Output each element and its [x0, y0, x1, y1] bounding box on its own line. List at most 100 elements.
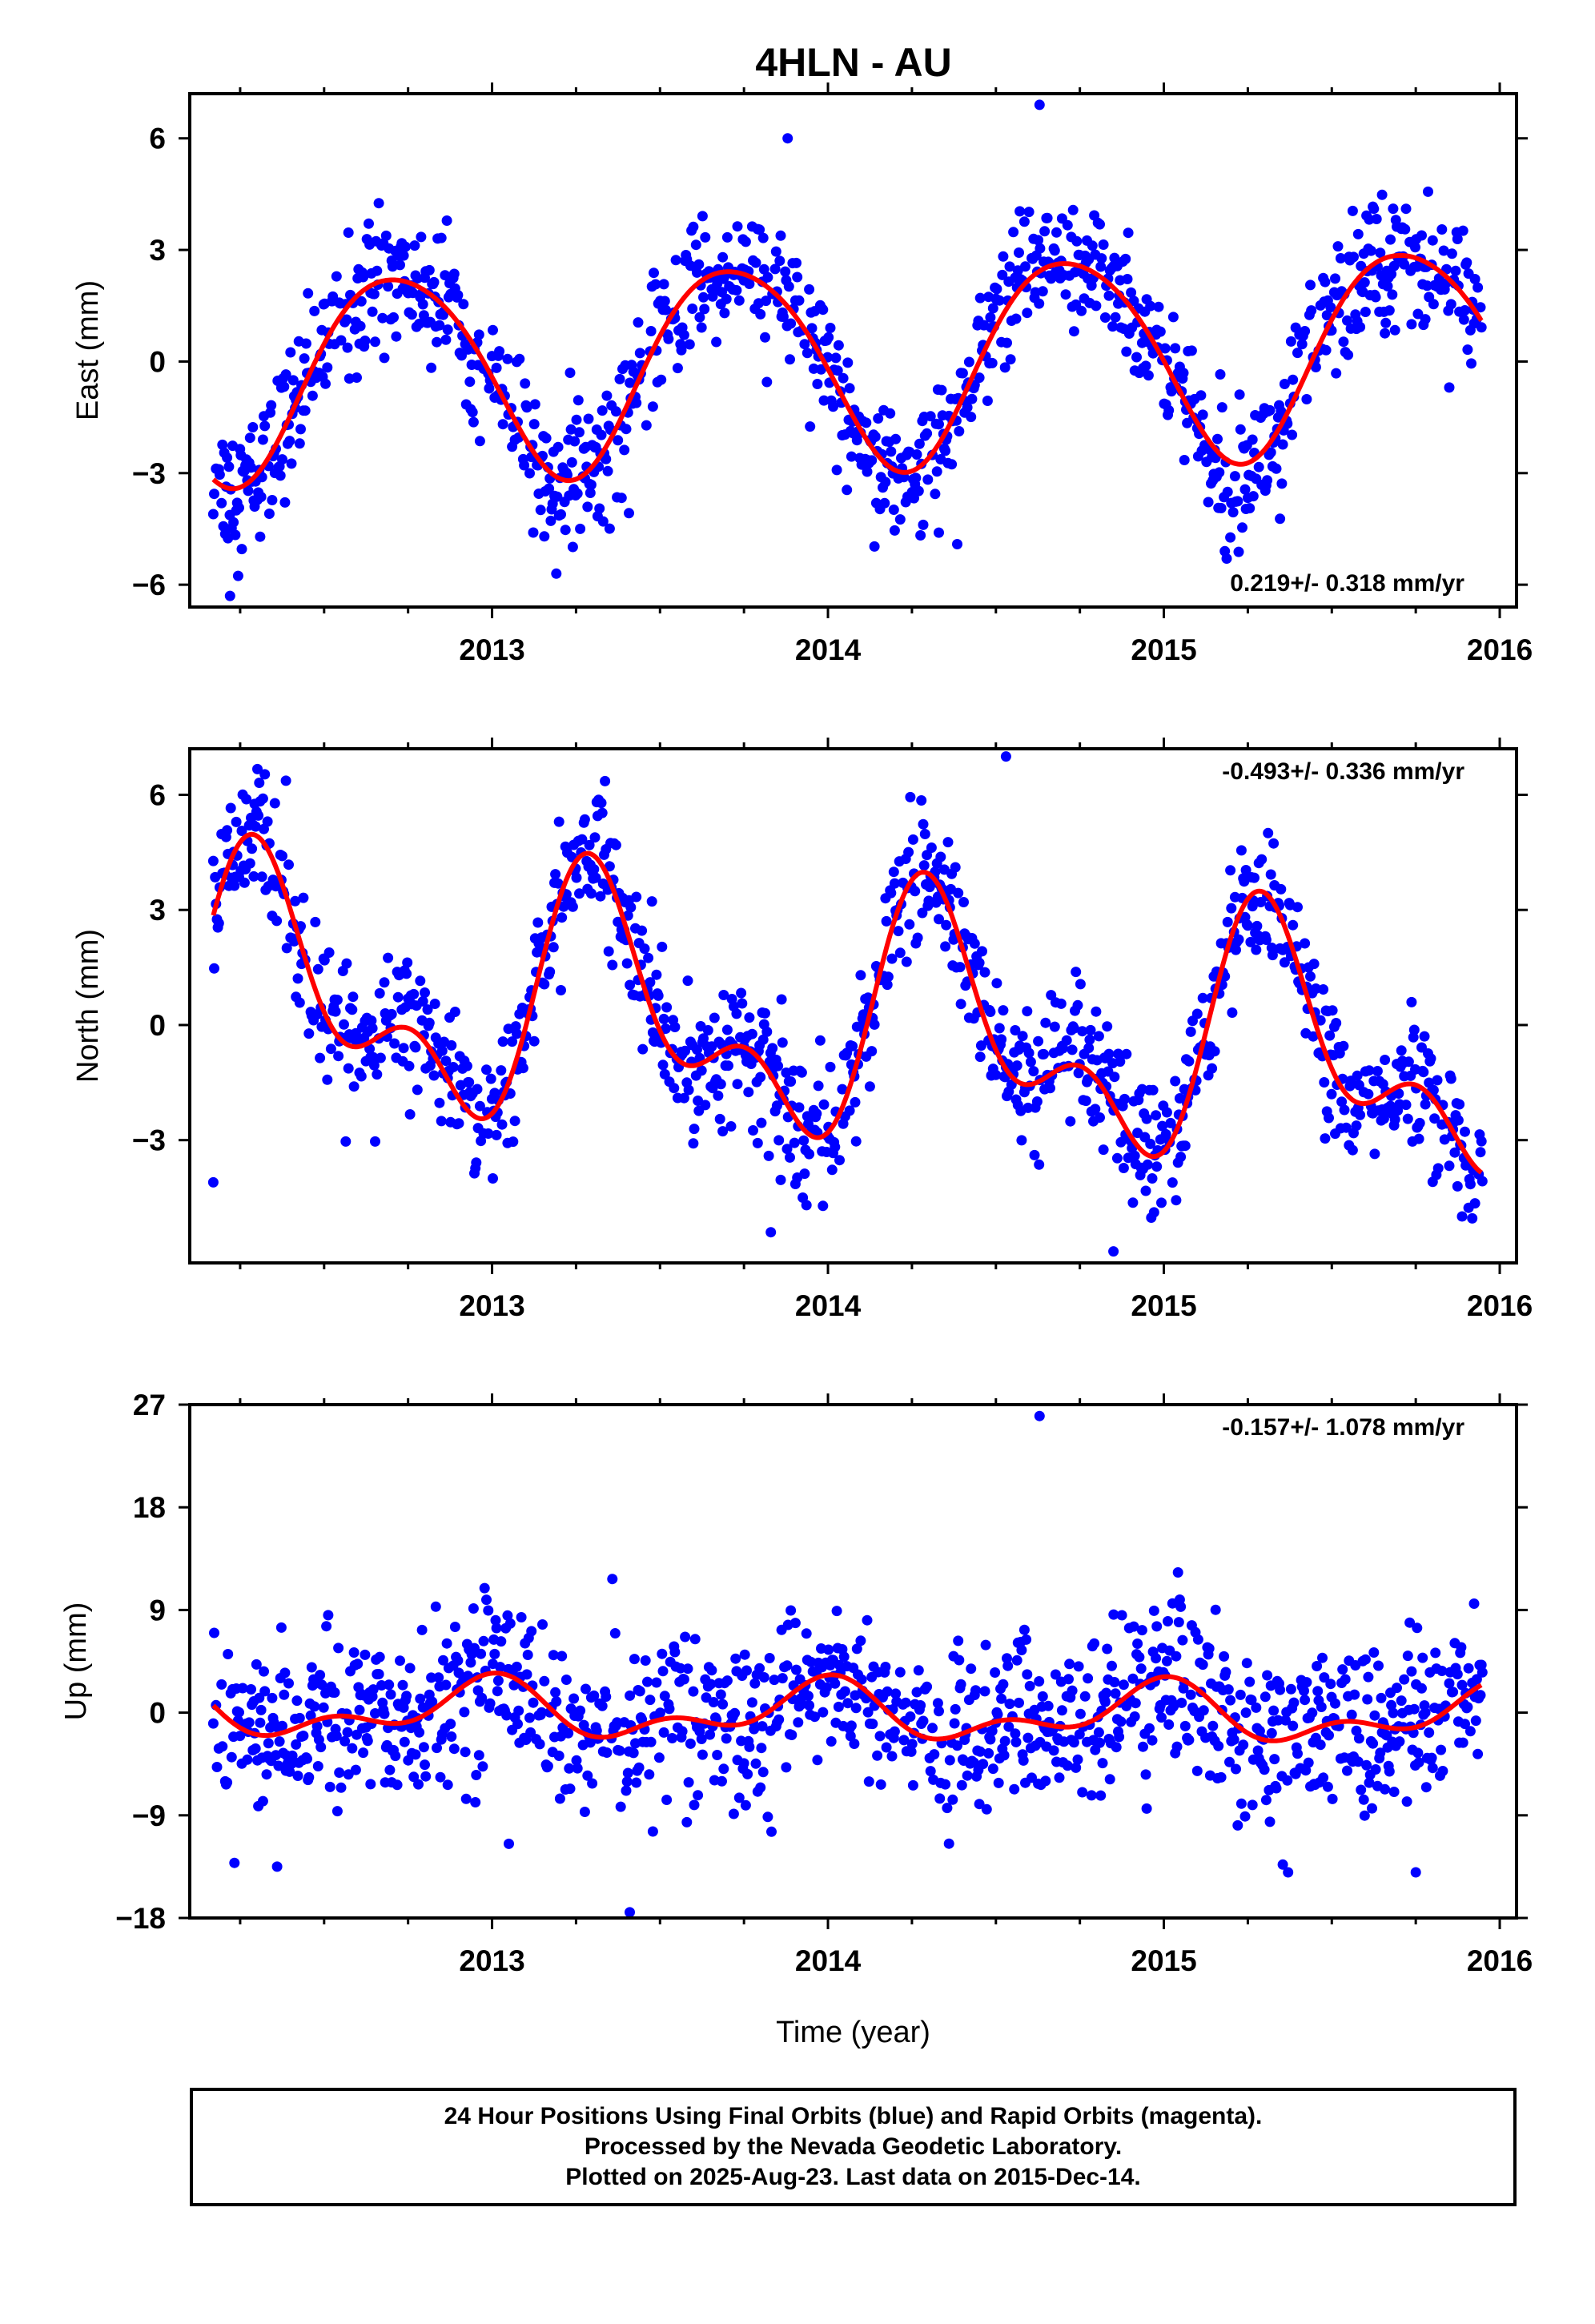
data-point: [497, 419, 508, 430]
data-point: [963, 356, 974, 368]
data-point: [1071, 235, 1083, 247]
data-point: [744, 1012, 755, 1023]
data-point: [631, 1777, 642, 1788]
data-point: [553, 1751, 564, 1761]
data-point: [489, 1648, 500, 1659]
data-point: [785, 1152, 795, 1163]
data-point: [1108, 1246, 1119, 1257]
data-point: [1073, 1661, 1084, 1672]
data-point: [946, 459, 958, 470]
data-point: [279, 381, 290, 392]
y-tick-label: 9: [149, 1594, 166, 1626]
data-point: [1452, 1180, 1463, 1192]
data-point: [1360, 307, 1371, 317]
data-point: [1238, 1739, 1249, 1751]
data-point: [645, 1736, 657, 1747]
data-point: [492, 1686, 503, 1697]
data-point: [243, 1717, 255, 1728]
data-point: [236, 544, 247, 555]
data-point: [866, 455, 878, 466]
data-point: [659, 296, 670, 307]
data-point: [429, 999, 440, 1009]
data-point: [987, 303, 998, 314]
data-point: [386, 1008, 397, 1019]
data-point: [1446, 248, 1457, 259]
data-point: [404, 1663, 416, 1674]
data-point: [1023, 1047, 1035, 1059]
north-frame: [188, 747, 1518, 1265]
data-point: [485, 1073, 496, 1084]
data-point: [913, 485, 924, 497]
data-point: [367, 1023, 378, 1034]
data-point: [1232, 496, 1243, 507]
data-point: [483, 1605, 494, 1616]
data-point: [1223, 1684, 1234, 1695]
data-point: [1233, 934, 1244, 945]
data-point: [1300, 1695, 1311, 1706]
data-point: [886, 887, 897, 899]
data-point: [1475, 1690, 1486, 1701]
data-point: [637, 1043, 649, 1055]
data-point: [1004, 1699, 1015, 1710]
data-point: [436, 1045, 448, 1056]
data-point: [614, 373, 625, 384]
data-point: [696, 1734, 707, 1744]
data-point: [1432, 1163, 1444, 1174]
data-point: [299, 405, 311, 416]
data-point: [375, 1052, 386, 1063]
data-point: [1414, 1117, 1425, 1128]
data-point: [1392, 1683, 1402, 1694]
data-point: [1089, 1638, 1100, 1649]
data-point: [544, 967, 556, 977]
data-point: [1145, 1138, 1156, 1149]
data-point: [633, 1762, 645, 1773]
data-point: [424, 1017, 435, 1028]
data-point: [708, 1697, 719, 1707]
data-point: [417, 995, 428, 1007]
data-point: [619, 444, 630, 456]
data-point: [754, 1663, 765, 1674]
data-point: [413, 1779, 424, 1790]
data-point: [213, 918, 224, 929]
data-point: [863, 1776, 874, 1787]
data-point: [934, 419, 944, 430]
data-point: [342, 342, 353, 353]
data-point: [581, 1683, 591, 1695]
data-point: [813, 1080, 824, 1092]
data-point: [556, 509, 566, 520]
data-point: [267, 1692, 278, 1703]
data-point: [352, 1659, 364, 1670]
data-point: [1343, 349, 1354, 360]
data-point: [1460, 1719, 1470, 1730]
data-point: [567, 541, 578, 553]
data-point: [1277, 1859, 1288, 1870]
data-point: [440, 270, 451, 281]
data-point: [715, 1689, 726, 1700]
data-point: [655, 1707, 665, 1719]
data-point: [872, 1750, 883, 1761]
data-point: [1040, 1017, 1051, 1028]
data-point: [1222, 486, 1233, 497]
data-point: [1335, 253, 1346, 263]
data-point: [756, 1117, 767, 1128]
data-point: [818, 304, 829, 316]
data-point: [244, 858, 255, 869]
data-point: [310, 916, 321, 927]
data-point: [793, 1102, 805, 1113]
data-point: [519, 460, 530, 471]
data-point: [1195, 390, 1207, 401]
data-point: [698, 292, 709, 303]
data-point: [365, 1779, 376, 1790]
data-point: [766, 1826, 777, 1837]
data-point: [1232, 1819, 1243, 1831]
data-point: [733, 295, 745, 306]
data-point: [992, 1709, 1003, 1720]
data-point: [1361, 1759, 1372, 1771]
data-point: [1141, 1803, 1152, 1814]
data-point: [614, 1745, 625, 1756]
data-point: [689, 1634, 701, 1645]
data-point: [1370, 292, 1381, 303]
data-point: [545, 515, 556, 526]
data-point: [647, 1826, 658, 1837]
data-point: [494, 346, 505, 357]
